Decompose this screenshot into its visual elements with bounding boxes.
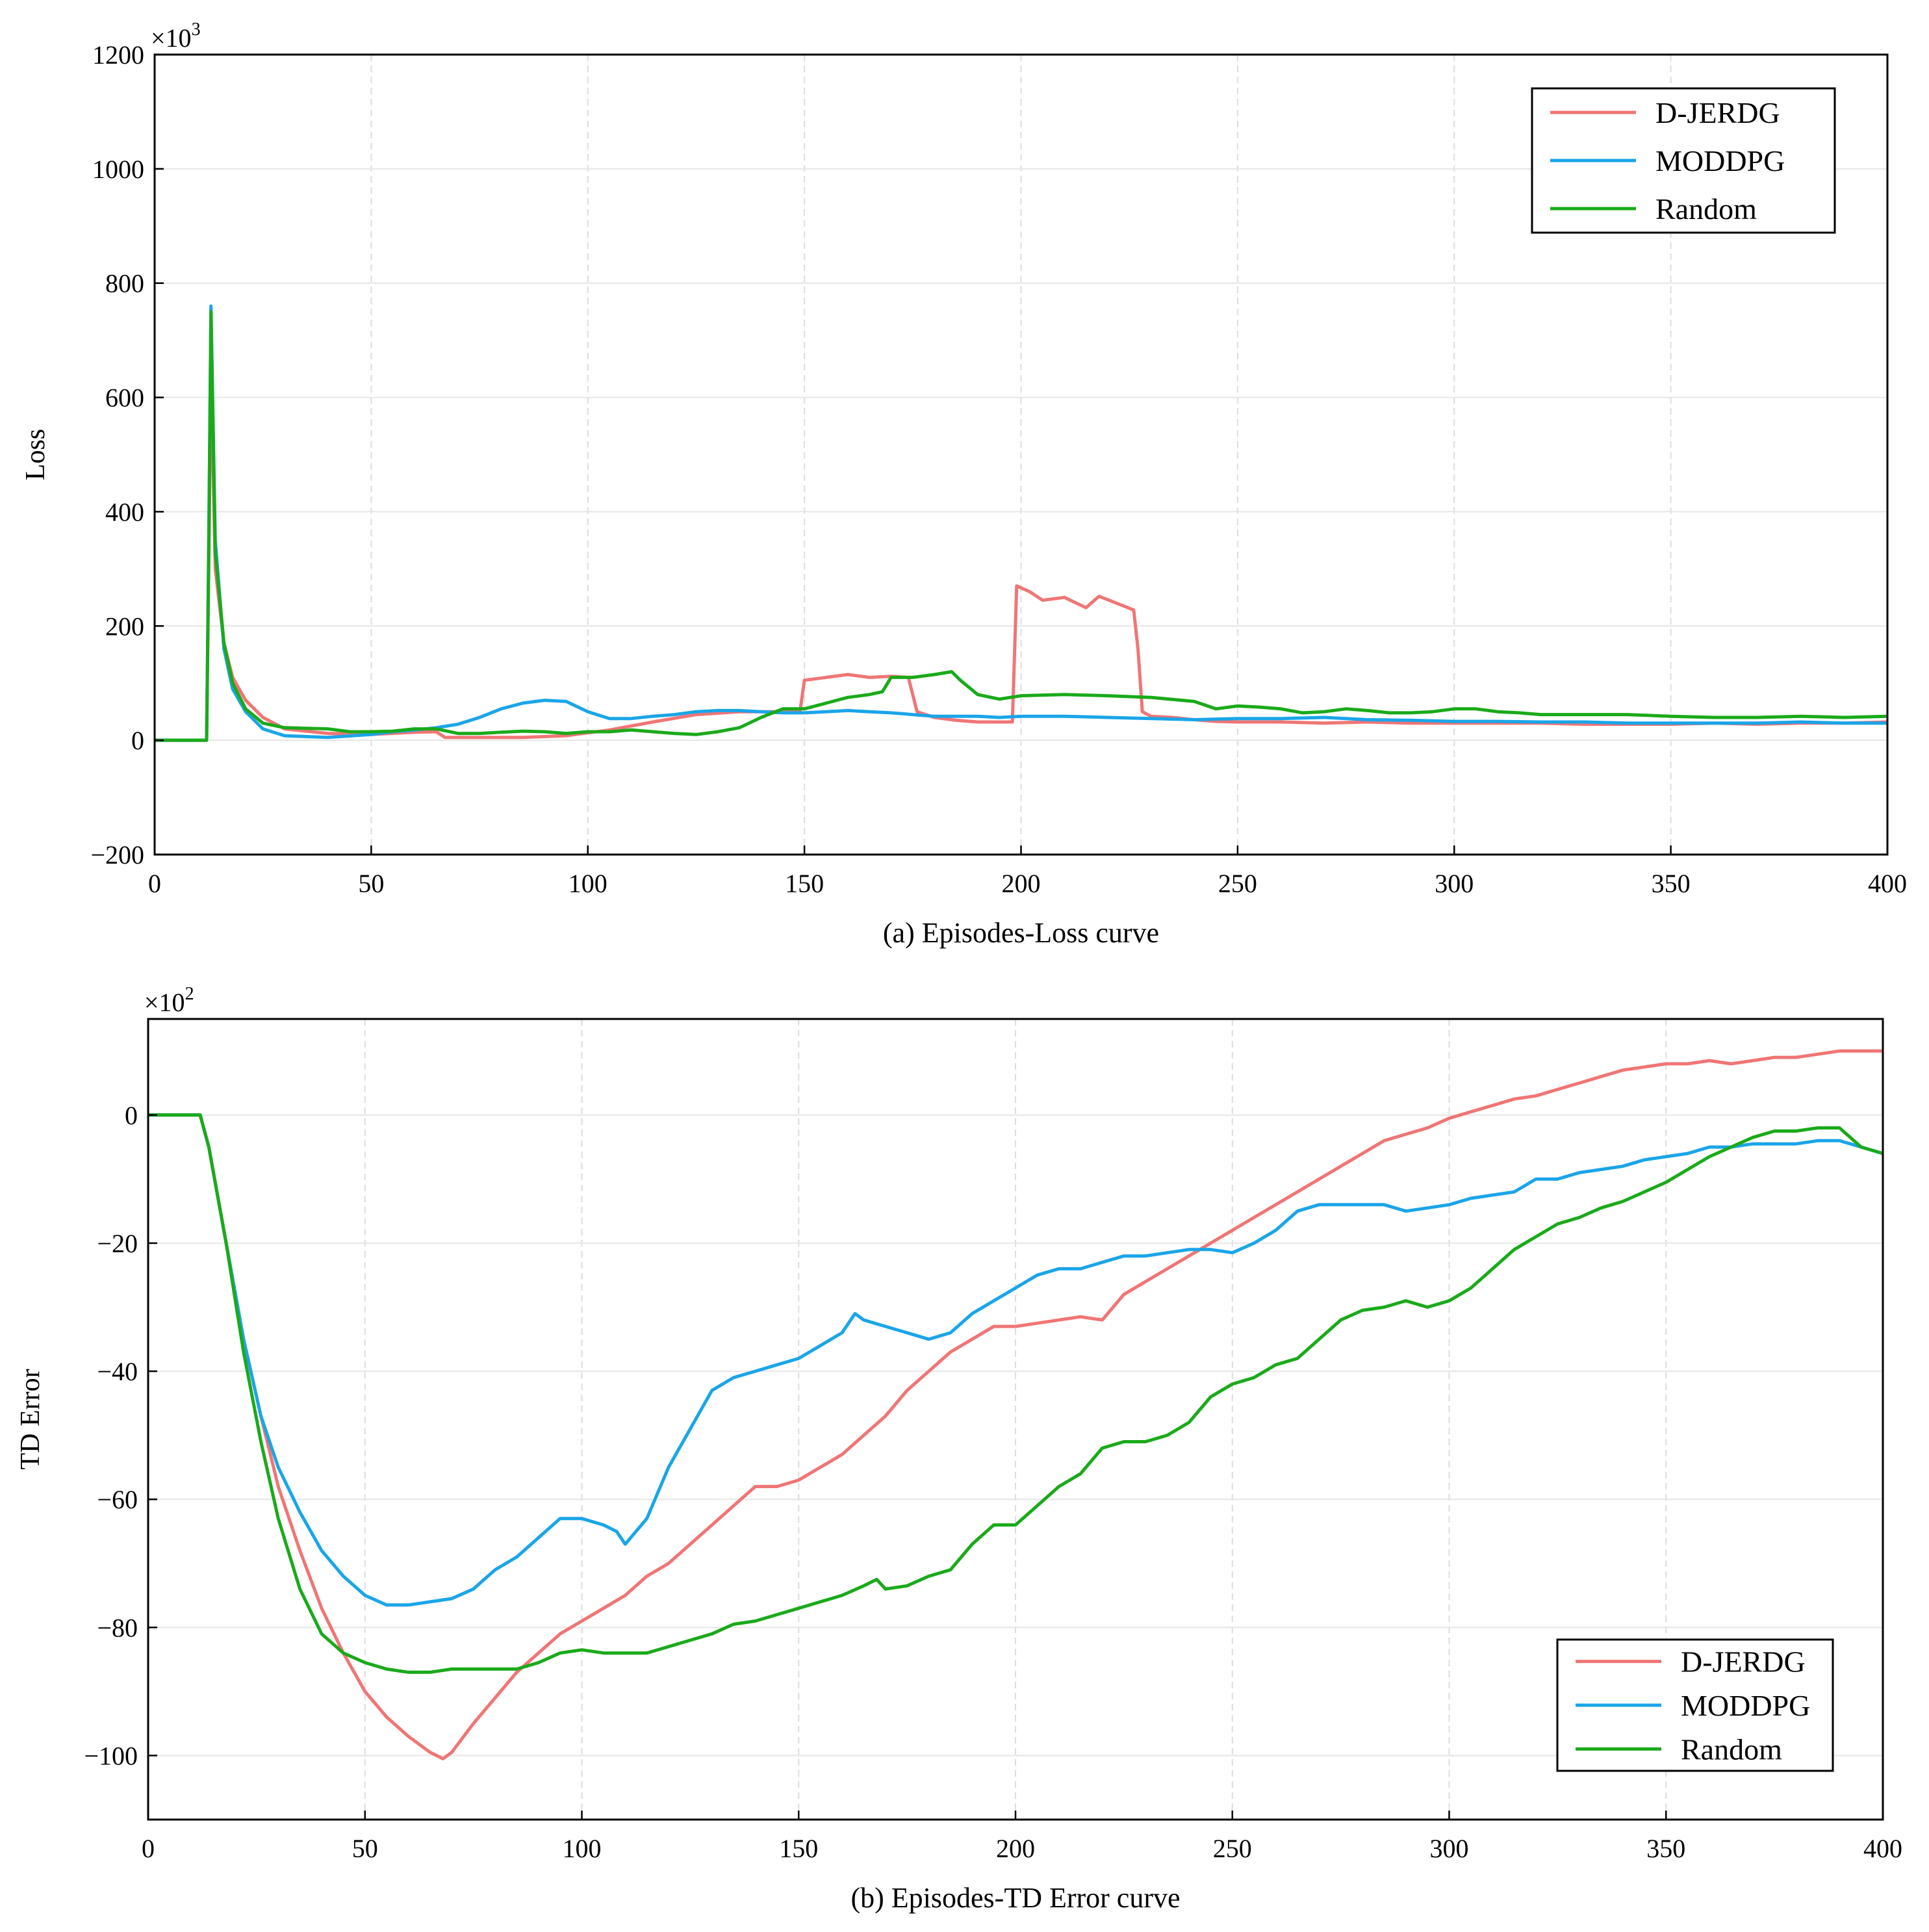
y-axis-label: TD Error [16, 1369, 45, 1469]
y-tick-label: −200 [90, 840, 144, 869]
x-tick-label: 50 [352, 1834, 378, 1863]
chart-caption: (b) Episodes-TD Error curve [850, 1882, 1180, 1914]
series-line-d-jerdg [148, 1049, 1883, 1760]
x-tick-label: 250 [1218, 869, 1257, 898]
y-tick-label: −20 [97, 1229, 138, 1258]
legend-label: Random [1655, 192, 1757, 225]
series-line-random [155, 310, 1888, 742]
legend-label: Random [1681, 1732, 1782, 1766]
x-tick-label: 150 [785, 869, 824, 898]
x-tick-label: 350 [1652, 869, 1691, 898]
chart-loss: 0 50 100 150 200 250 300 350 400−200020040060080… [21, 19, 1907, 949]
legend-label: D-JERDG [1681, 1645, 1806, 1679]
y-tick-label: 0 [125, 1101, 138, 1130]
y-tick-label: 1000 [92, 155, 144, 184]
y-tick-label: 200 [105, 612, 144, 641]
x-tick-label: 250 [1213, 1834, 1252, 1863]
legend-label: MODDPG [1681, 1689, 1810, 1722]
x-tick-label: 200 [996, 1834, 1035, 1863]
y-tick-label: −40 [97, 1357, 138, 1386]
chart-caption: (a) Episodes-Loss curve [883, 917, 1159, 949]
x-tick-label: 400 [1863, 1834, 1902, 1863]
y-tick-label: −60 [97, 1485, 138, 1514]
y-tick-label: 1200 [92, 40, 144, 70]
x-tick-label: 100 [568, 869, 607, 898]
legend-label: MODDPG [1655, 144, 1785, 177]
series-line-moddpg [148, 1113, 1884, 1607]
x-tick-label: 50 [358, 869, 384, 898]
x-tick-label: 350 [1646, 1834, 1685, 1863]
series-line-random [148, 1113, 1884, 1674]
x-tick-label: 150 [779, 1834, 818, 1863]
x-tick-label: 0 [148, 869, 161, 898]
y-tick-label: 800 [105, 269, 144, 298]
y-tick-label: 400 [105, 497, 144, 526]
y-tick-label: −100 [84, 1741, 138, 1770]
y-tick-label: 600 [105, 383, 144, 413]
y-tick-label: 0 [131, 726, 144, 755]
legend: D-JERDG MODDPG Random [1556, 1638, 1834, 1772]
x-tick-label: 0 [142, 1834, 155, 1863]
x-tick-label: 300 [1430, 1834, 1469, 1863]
chart-td-error: 0 50 100 150 200 250 300 350 400 −100 −80 −60 −40 −20… [16, 984, 1902, 1914]
y-multiplier: ×103 [151, 19, 201, 53]
y-multiplier: ×102 [144, 984, 194, 1017]
y-axis-label: Loss [21, 429, 51, 480]
legend: D-JERDG MODDPG Random [1531, 87, 1836, 234]
series-line-moddpg [155, 304, 1887, 742]
legend-label: D-JERDG [1655, 96, 1780, 129]
x-tick-label: 100 [563, 1834, 602, 1863]
x-tick-label: 400 [1868, 869, 1907, 898]
x-tick-label: 200 [1002, 869, 1041, 898]
x-tick-label: 300 [1435, 869, 1474, 898]
y-tick-label: −80 [97, 1613, 138, 1642]
